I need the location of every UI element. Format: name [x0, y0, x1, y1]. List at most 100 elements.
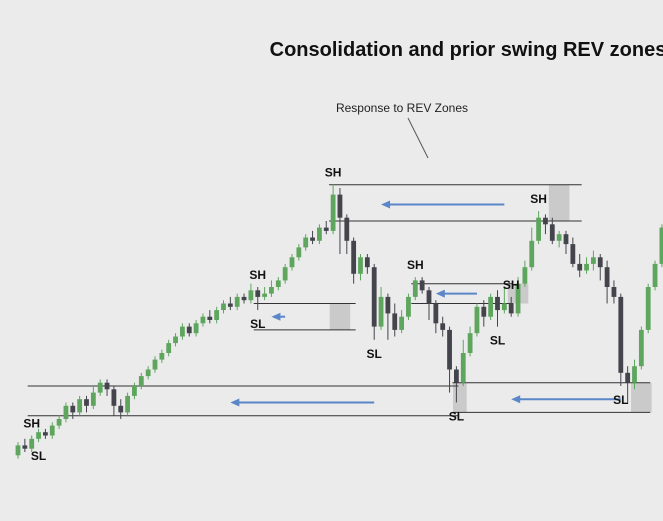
candle-65	[460, 339, 466, 386]
candle-body	[275, 280, 281, 287]
candle-body	[104, 382, 110, 390]
candle-body	[152, 359, 158, 370]
candle-19	[145, 366, 151, 380]
swing-high-label-4: SH	[325, 166, 342, 180]
candle-23	[173, 333, 178, 347]
candle-82	[577, 254, 583, 278]
candle-37	[269, 280, 274, 297]
candle-53	[378, 287, 384, 330]
candle-85	[597, 254, 603, 281]
candle-71	[501, 287, 507, 314]
candle-54	[385, 293, 391, 340]
candle-body	[207, 316, 213, 320]
candle-45	[323, 221, 329, 235]
candle-49	[351, 237, 357, 284]
rev-zone-4	[631, 382, 652, 413]
candle-body	[501, 303, 507, 311]
candle-24	[180, 323, 185, 340]
candle-36	[262, 287, 267, 301]
candle-body	[15, 445, 21, 456]
candle-48	[344, 214, 350, 254]
candle-body	[549, 224, 555, 241]
swing-low-label-3: SL	[250, 317, 265, 331]
candle-12	[97, 379, 103, 396]
candle-body	[570, 244, 576, 264]
candles	[15, 184, 663, 459]
candle-78	[549, 217, 555, 245]
candle-89	[625, 366, 631, 403]
candle-83	[584, 257, 589, 274]
candle-81	[570, 237, 576, 268]
candle-body	[303, 237, 309, 248]
candle-10	[84, 395, 89, 413]
candle-body	[481, 306, 487, 317]
candle-body	[97, 382, 103, 393]
candle-body	[43, 432, 48, 436]
candle-body	[70, 405, 76, 413]
arrow-4	[511, 395, 621, 404]
candle-91	[638, 326, 644, 370]
candle-63	[447, 326, 452, 393]
candle-body	[371, 267, 377, 327]
candle-body	[618, 296, 624, 373]
candle-68	[481, 300, 487, 327]
candle-73	[515, 277, 521, 317]
swing-high-label-6: SH	[407, 258, 424, 272]
candle-body	[597, 257, 603, 268]
candle-body	[652, 263, 658, 287]
candle-26	[193, 320, 199, 337]
candle-body	[282, 267, 288, 281]
candle-35	[255, 287, 261, 311]
candle-14	[111, 386, 117, 416]
candle-94	[659, 224, 663, 268]
candle-92	[645, 283, 651, 334]
candle-27	[200, 313, 206, 327]
candle-60	[426, 287, 432, 320]
candle-body	[289, 257, 295, 268]
candle-32	[234, 293, 240, 311]
candle-11	[90, 386, 96, 410]
candle-46	[330, 184, 336, 235]
candle-body	[364, 257, 370, 268]
candle-86	[604, 260, 610, 304]
candle-38	[275, 277, 281, 291]
candle-body	[22, 445, 28, 449]
candle-52	[371, 263, 377, 340]
response-annotation: Response to REV Zones	[336, 101, 468, 115]
candle-body	[145, 369, 151, 377]
swing-high-label-0: SH	[23, 417, 40, 431]
candle-64	[454, 366, 459, 403]
candle-body	[392, 313, 398, 330]
candle-4	[43, 428, 48, 439]
candle-body	[310, 237, 315, 241]
candle-body	[474, 306, 480, 334]
candle-15	[118, 399, 124, 419]
candle-47	[337, 188, 343, 254]
candle-44	[317, 224, 322, 245]
candle-body	[180, 326, 185, 337]
candle-body	[248, 290, 254, 301]
candle-body	[241, 296, 247, 301]
candle-body	[556, 234, 562, 241]
candle-88	[618, 293, 624, 386]
candle-body	[447, 329, 452, 370]
candle-body	[111, 389, 117, 406]
arrow-head	[435, 289, 445, 298]
candle-body	[378, 296, 384, 327]
candle-58	[412, 277, 418, 301]
candle-body	[221, 303, 226, 311]
candle-51	[364, 254, 370, 274]
candle-50	[358, 254, 363, 281]
candle-body	[399, 316, 404, 330]
candle-body	[186, 326, 192, 334]
candle-body	[584, 263, 589, 271]
candle-body	[495, 296, 500, 311]
arrow-2	[271, 312, 286, 321]
candle-72	[508, 296, 514, 317]
candle-body	[591, 257, 596, 264]
candle-22	[166, 339, 172, 357]
candle-body	[132, 386, 137, 396]
candle-body	[234, 296, 240, 307]
swing-high-label-8: SH	[503, 278, 520, 292]
candle-70	[495, 290, 500, 327]
